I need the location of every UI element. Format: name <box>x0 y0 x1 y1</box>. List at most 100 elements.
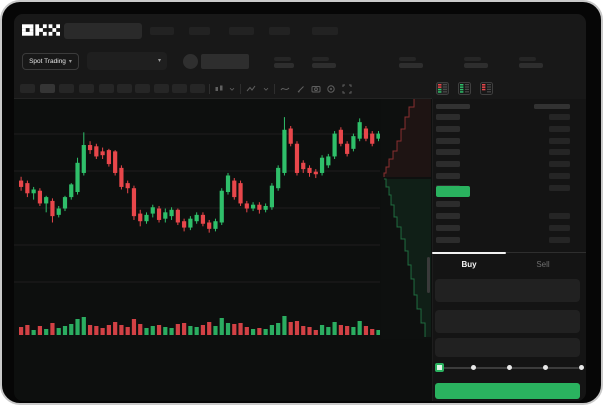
volume-bar <box>188 326 193 335</box>
fullscreen-icon[interactable] <box>342 84 352 94</box>
book-bids-icon[interactable] <box>458 82 471 95</box>
bid-price-1[interactable] <box>436 213 460 219</box>
candle-body <box>250 204 256 209</box>
interval-button-9[interactable] <box>190 84 205 93</box>
candle-body <box>138 213 143 222</box>
candle-body <box>150 207 155 214</box>
search-input[interactable] <box>64 23 142 39</box>
ask-price-0[interactable] <box>436 114 460 120</box>
volume-bar <box>31 330 36 335</box>
candle-body <box>175 209 180 223</box>
volume-bar <box>338 325 343 335</box>
chevron-down-icon[interactable] <box>228 84 236 94</box>
market-type-label: Spot Trading <box>29 58 66 65</box>
candle-body <box>100 151 105 156</box>
candle-body <box>25 183 30 194</box>
scrollbar-thumb[interactable] <box>427 257 430 293</box>
candle-body <box>87 145 93 151</box>
ask-price-2[interactable] <box>436 137 460 144</box>
volume-bar <box>100 328 105 335</box>
interval-button-4[interactable] <box>99 84 114 93</box>
line-type-icon[interactable] <box>280 84 290 94</box>
bid-amount-1 <box>549 213 570 219</box>
book-asks-icon[interactable] <box>480 82 493 95</box>
interval-button-0[interactable] <box>20 84 35 93</box>
interval-button-6[interactable] <box>135 84 150 93</box>
bid-price-3[interactable] <box>436 237 460 243</box>
volume-bar <box>182 323 187 335</box>
price-chart[interactable] <box>14 99 380 339</box>
okx-logo-icon[interactable] <box>22 23 60 37</box>
interval-preset-icon[interactable] <box>214 84 224 94</box>
nav-item-4[interactable] <box>312 27 338 35</box>
nav-item-1[interactable] <box>189 27 210 35</box>
ask-price-4[interactable] <box>436 161 460 168</box>
submit-buy-button[interactable] <box>435 383 580 399</box>
market-type-dropdown[interactable]: Spot Trading ▾ <box>22 53 79 70</box>
volume-bar <box>326 327 331 335</box>
indicators-icon[interactable] <box>246 84 256 94</box>
volume-bar <box>119 325 124 335</box>
stat-value-1 <box>312 63 336 68</box>
chevron-down-icon[interactable] <box>262 84 270 94</box>
order-input-0[interactable] <box>435 279 580 302</box>
ob-header-amount <box>534 104 570 109</box>
volume-bar <box>131 319 137 335</box>
candle-body <box>81 145 86 173</box>
tabs-divider <box>432 252 586 253</box>
volume-bar <box>94 326 99 335</box>
candle-body <box>182 221 187 228</box>
candle-body <box>282 129 287 173</box>
ask-price-3[interactable] <box>436 149 460 156</box>
toolbar-separator-0 <box>209 84 210 94</box>
amount-slider-handle[interactable] <box>435 363 444 372</box>
interval-button-3[interactable] <box>79 84 94 93</box>
slider-step-dot-2[interactable] <box>543 365 548 370</box>
book-combined-icon[interactable] <box>436 82 449 95</box>
candle-body <box>363 128 369 139</box>
stat-label-0 <box>274 57 291 61</box>
candle-body <box>169 209 174 217</box>
order-input-1[interactable] <box>435 310 580 333</box>
volume-bar <box>69 324 74 335</box>
slider-step-dot-3[interactable] <box>579 365 584 370</box>
interval-button-2[interactable] <box>59 84 74 93</box>
volume-bar <box>363 326 369 335</box>
candle-body <box>351 136 356 149</box>
tab-buy[interactable]: Buy <box>432 252 506 276</box>
candle-body <box>50 200 55 217</box>
ask-amount-4 <box>549 161 570 168</box>
settings-icon[interactable] <box>326 84 336 94</box>
candle-body <box>313 171 318 175</box>
slider-step-dot-0[interactable] <box>471 365 476 370</box>
depth-bg <box>381 99 431 339</box>
depth-chart[interactable] <box>381 99 431 339</box>
slider-step-dot-1[interactable] <box>507 365 512 370</box>
interval-button-5[interactable] <box>117 84 132 93</box>
candle-body <box>257 204 262 210</box>
candle-body <box>357 122 362 139</box>
order-input-2[interactable] <box>435 338 580 357</box>
volume-bar <box>194 327 199 335</box>
draw-icon[interactable] <box>296 84 306 94</box>
bid-price-2[interactable] <box>436 225 460 231</box>
interval-button-8[interactable] <box>172 84 187 93</box>
nav-item-0[interactable] <box>150 27 174 35</box>
ask-price-5[interactable] <box>436 173 460 179</box>
volume-bar <box>225 323 231 335</box>
candle-body <box>301 162 306 170</box>
volume-bar <box>250 329 256 335</box>
pair-selector-dropdown[interactable]: ▾ <box>87 52 167 70</box>
volume-bar <box>144 328 149 335</box>
bid-price-0[interactable] <box>436 201 460 207</box>
candle-body <box>131 188 137 217</box>
candle-body <box>319 157 325 173</box>
nav-item-3[interactable] <box>269 27 290 35</box>
last-price-bar[interactable] <box>436 186 470 197</box>
ask-price-1[interactable] <box>436 125 460 132</box>
interval-button-1[interactable] <box>40 84 55 93</box>
interval-button-7[interactable] <box>154 84 169 93</box>
tab-sell[interactable]: Sell <box>506 252 580 276</box>
nav-item-2[interactable] <box>229 27 254 35</box>
camera-icon[interactable] <box>311 84 321 94</box>
